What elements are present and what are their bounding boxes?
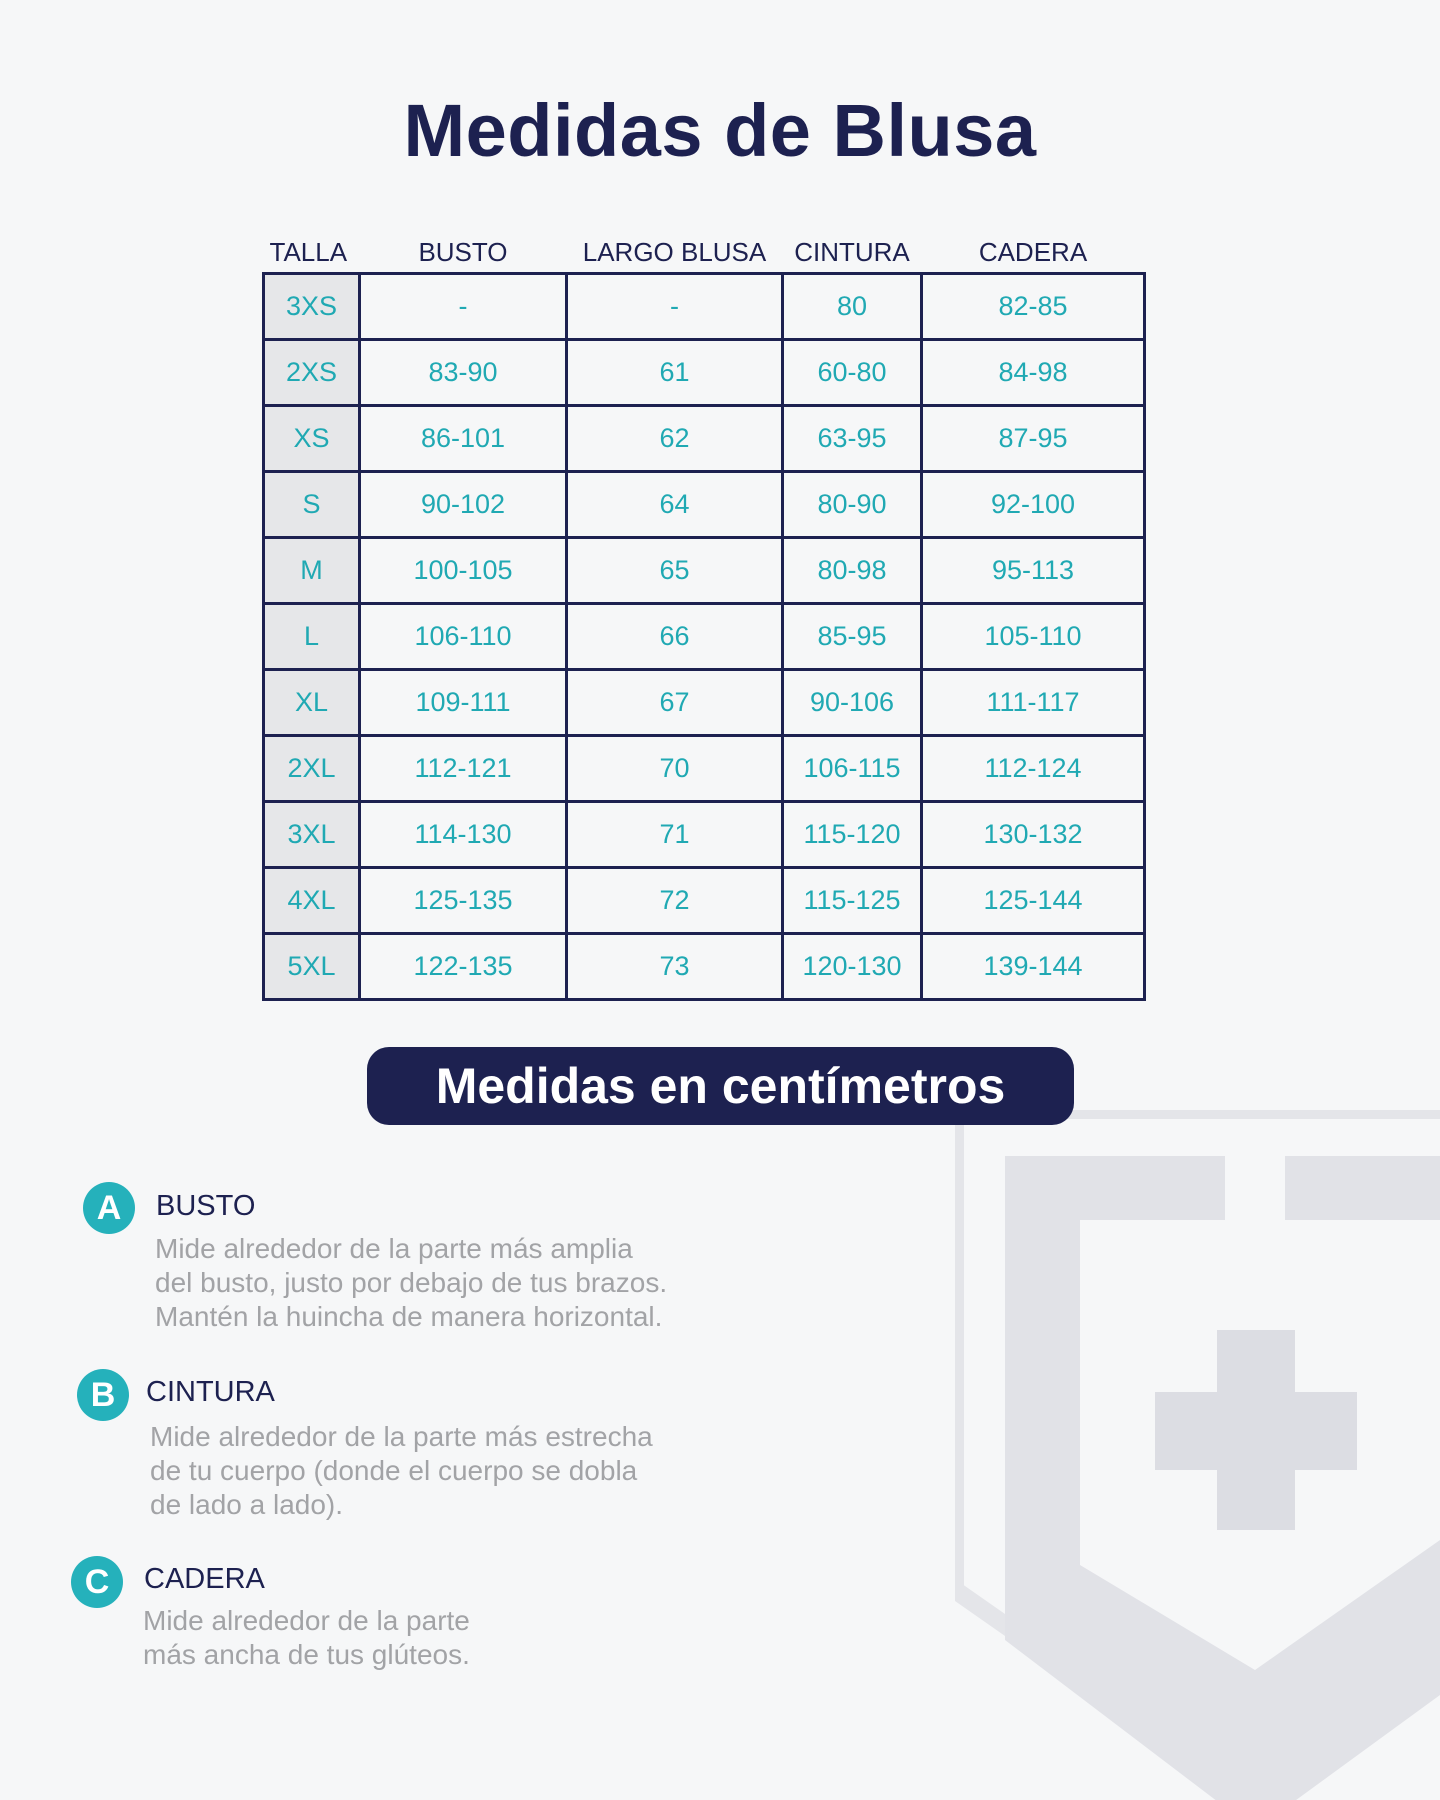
header-largo-blusa: LARGO BLUSA <box>582 237 767 267</box>
busto-cell: 109-111 <box>358 668 568 737</box>
cintura-cell: 80 <box>781 272 923 341</box>
table-row: XL 109-111 67 90-106 111-117 <box>262 668 1146 737</box>
cadera-cell: 84-98 <box>920 338 1146 407</box>
table-row: 5XL 122-135 73 120-130 139-144 <box>262 932 1146 1001</box>
size-cell: 2XL <box>262 734 361 803</box>
measure-desc-cintura-line1: Mide alrededor de la parte más estrecha <box>150 1421 653 1452</box>
measure-title-cadera: CADERA <box>144 1563 265 1595</box>
size-cell: 2XS <box>262 338 361 407</box>
size-cell: 5XL <box>262 932 361 1001</box>
size-cell: XL <box>262 668 361 737</box>
table-row: 3XL 114-130 71 115-120 130-132 <box>262 800 1146 869</box>
cadera-cell: 95-113 <box>920 536 1146 605</box>
cintura-cell: 120-130 <box>781 932 923 1001</box>
table-row: M 100-105 65 80-98 95-113 <box>262 536 1146 605</box>
cintura-cell: 63-95 <box>781 404 923 473</box>
header-talla: TALLA <box>269 237 348 267</box>
measure-desc-busto-line2: del busto, justo por debajo de tus brazo… <box>155 1267 668 1298</box>
cadera-cell: 87-95 <box>920 404 1146 473</box>
largo-cell: 66 <box>565 602 784 671</box>
largo-cell: 72 <box>565 866 784 935</box>
measure-desc-cadera-line2: más ancha de tus glúteos. <box>143 1639 470 1670</box>
size-cell: L <box>262 602 361 671</box>
busto-cell: 112-121 <box>358 734 568 803</box>
cintura-cell: 80-90 <box>781 470 923 539</box>
measure-desc-cintura-line2: de tu cuerpo (donde el cuerpo se dobla <box>150 1455 638 1486</box>
largo-cell: - <box>565 272 784 341</box>
cintura-cell: 85-95 <box>781 602 923 671</box>
badge-c-icon: C <box>71 1556 123 1608</box>
busto-cell: 100-105 <box>358 536 568 605</box>
busto-cell: - <box>358 272 568 341</box>
badge-b-icon: B <box>77 1369 129 1421</box>
table-row: L 106-110 66 85-95 105-110 <box>262 602 1146 671</box>
measure-desc-cadera-line1: Mide alrededor de la parte <box>143 1605 470 1636</box>
header-busto: BUSTO <box>418 237 508 267</box>
largo-cell: 61 <box>565 338 784 407</box>
header-cintura: CINTURA <box>794 237 910 267</box>
cadera-cell: 82-85 <box>920 272 1146 341</box>
busto-cell: 106-110 <box>358 602 568 671</box>
cadera-cell: 130-132 <box>920 800 1146 869</box>
measure-desc-cintura-line3: de lado a lado). <box>150 1489 344 1520</box>
table-row: 2XS 83-90 61 60-80 84-98 <box>262 338 1146 407</box>
measure-desc-busto-line3: Mantén la huincha de manera horizontal. <box>155 1301 663 1332</box>
cintura-cell: 115-120 <box>781 800 923 869</box>
measure-title-busto: BUSTO <box>156 1190 256 1222</box>
measure-desc-busto-line1: Mide alrededor de la parte más amplia <box>155 1233 633 1264</box>
largo-cell: 62 <box>565 404 784 473</box>
cadera-cell: 111-117 <box>920 668 1146 737</box>
cintura-cell: 106-115 <box>781 734 923 803</box>
cadera-cell: 125-144 <box>920 866 1146 935</box>
measure-title-cintura: CINTURA <box>146 1376 275 1408</box>
cadera-cell: 105-110 <box>920 602 1146 671</box>
busto-cell: 125-135 <box>358 866 568 935</box>
shield-cross-icon <box>955 1110 1440 1800</box>
largo-cell: 67 <box>565 668 784 737</box>
largo-cell: 65 <box>565 536 784 605</box>
size-cell: 4XL <box>262 866 361 935</box>
cintura-cell: 115-125 <box>781 866 923 935</box>
size-cell: 3XL <box>262 800 361 869</box>
cadera-cell: 92-100 <box>920 470 1146 539</box>
size-cell: XS <box>262 404 361 473</box>
cintura-cell: 60-80 <box>781 338 923 407</box>
table-header-row: TALLA BUSTO LARGO BLUSA CINTURA CADERA <box>264 232 1145 274</box>
page-title: Medidas de Blusa <box>403 89 1037 172</box>
largo-cell: 70 <box>565 734 784 803</box>
largo-cell: 64 <box>565 470 784 539</box>
busto-cell: 83-90 <box>358 338 568 407</box>
cintura-cell: 90-106 <box>781 668 923 737</box>
size-cell: S <box>262 470 361 539</box>
busto-cell: 86-101 <box>358 404 568 473</box>
size-cell: M <box>262 536 361 605</box>
busto-cell: 122-135 <box>358 932 568 1001</box>
table-row: 4XL 125-135 72 115-125 125-144 <box>262 866 1146 935</box>
cintura-cell: 80-98 <box>781 536 923 605</box>
units-banner: Medidas en centímetros <box>367 1047 1074 1125</box>
table-row: 3XS - - 80 82-85 <box>262 272 1146 341</box>
largo-cell: 71 <box>565 800 784 869</box>
badge-a-icon: A <box>83 1182 135 1234</box>
size-table: TALLA BUSTO LARGO BLUSA CINTURA CADERA 3… <box>262 232 1146 1001</box>
busto-cell: 114-130 <box>358 800 568 869</box>
table-row: S 90-102 64 80-90 92-100 <box>262 470 1146 539</box>
table-row: XS 86-101 62 63-95 87-95 <box>262 404 1146 473</box>
table-row: 2XL 112-121 70 106-115 112-124 <box>262 734 1146 803</box>
cadera-cell: 139-144 <box>920 932 1146 1001</box>
largo-cell: 73 <box>565 932 784 1001</box>
busto-cell: 90-102 <box>358 470 568 539</box>
size-cell: 3XS <box>262 272 361 341</box>
cadera-cell: 112-124 <box>920 734 1146 803</box>
header-cadera: CADERA <box>978 237 1088 267</box>
